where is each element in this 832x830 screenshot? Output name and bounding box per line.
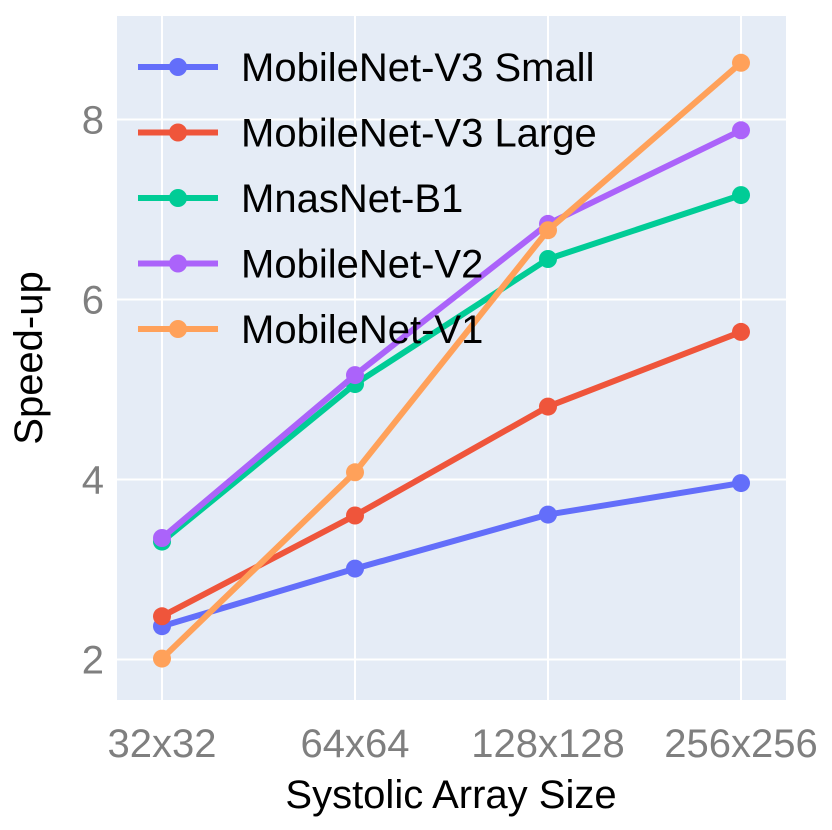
legend-item: MobileNet-V3 Large — [138, 112, 597, 156]
x-axis-title: Systolic Array Size — [285, 773, 616, 817]
y-axis-title: Speed-up — [7, 271, 51, 444]
y-tick-label: 2 — [82, 639, 104, 683]
series — [153, 53, 750, 668]
tick-labels: 32x32 64x64 128x128 256x256 2 4 6 8 — [82, 99, 818, 767]
legend-label: MobileNet-V3 Large — [241, 112, 597, 156]
data-point — [539, 397, 557, 416]
legend-swatch-marker — [169, 254, 187, 273]
legend-swatch-marker — [169, 123, 187, 142]
data-point — [732, 474, 750, 493]
data-point — [346, 366, 364, 385]
legend-label: MobileNet-V3 Small — [241, 46, 594, 90]
data-point — [346, 559, 364, 578]
data-point — [153, 649, 171, 668]
y-tick-label: 8 — [82, 99, 104, 143]
x-tick-label: 32x32 — [108, 722, 217, 766]
series-line — [159, 59, 744, 662]
legend-swatch-marker — [169, 189, 187, 207]
x-tick-label: 256x256 — [664, 722, 817, 766]
legend-label: MobileNet-V2 — [241, 243, 483, 287]
x-tick-label: 64x64 — [301, 722, 410, 766]
series-line — [159, 192, 744, 545]
data-point — [539, 250, 557, 268]
x-tick-label: 128x128 — [471, 722, 624, 766]
legend-item: MobileNet-V1 — [138, 308, 483, 352]
data-point — [732, 186, 750, 205]
data-point — [732, 322, 750, 341]
legend-item: MnasNet-B1 — [138, 177, 463, 221]
series-line — [159, 127, 744, 541]
data-point — [539, 221, 557, 240]
legend-swatch-marker — [169, 320, 187, 338]
y-tick-label: 4 — [82, 459, 104, 503]
data-point — [732, 121, 750, 140]
data-point — [732, 53, 750, 72]
data-point — [346, 506, 364, 525]
data-point — [153, 529, 171, 547]
series-line — [159, 480, 744, 630]
series-layer — [153, 53, 750, 668]
series — [153, 121, 750, 547]
data-point — [539, 505, 557, 524]
legend-label: MnasNet-B1 — [241, 177, 463, 221]
legend-swatch-marker — [169, 58, 187, 76]
data-point — [346, 463, 364, 482]
legend-item: MobileNet-V3 Small — [138, 46, 594, 90]
y-tick-label: 6 — [82, 279, 104, 323]
data-point — [153, 607, 171, 626]
legend-label: MobileNet-V1 — [241, 308, 483, 352]
legend-item: MobileNet-V2 — [138, 243, 483, 287]
legend: MobileNet-V3 Small MobileNet-V3 Large Mnas… — [138, 46, 597, 352]
